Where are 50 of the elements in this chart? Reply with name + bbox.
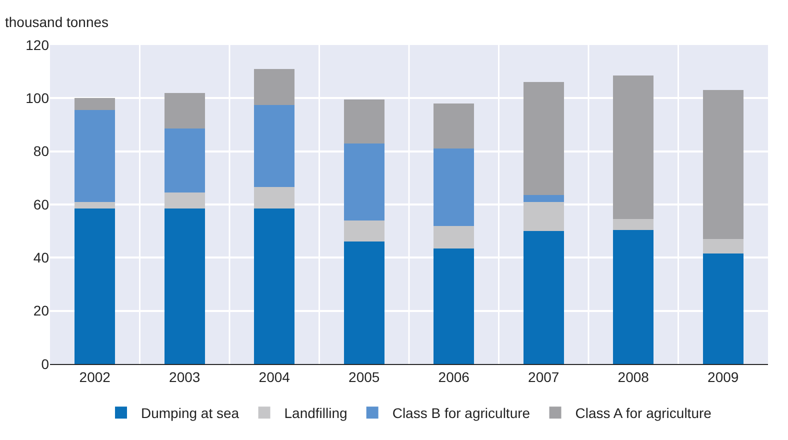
bar: [702, 254, 744, 364]
x-tick-label: 2003: [169, 368, 200, 385]
bar: [702, 90, 744, 240]
bar: [613, 219, 654, 230]
y-tick-label: 120: [26, 36, 50, 53]
bar: [613, 230, 654, 364]
legend-label: Dumping at sea: [141, 405, 240, 422]
x-tick-label: 2007: [528, 368, 560, 385]
bar: [74, 208, 116, 364]
y-tick-label: 0: [41, 356, 50, 372]
y-tick-label: 60: [33, 196, 50, 212]
bar: [702, 239, 744, 254]
bar: [164, 128, 205, 193]
x-tick-label: 2009: [708, 368, 739, 385]
bar: [254, 208, 295, 364]
x-tick-label: 2005: [348, 368, 380, 385]
y-axis-title: thousand tonnes: [5, 14, 109, 30]
legend-label: Landfilling: [284, 405, 348, 422]
bar: [613, 76, 654, 220]
bar: [74, 110, 116, 202]
bar: [523, 231, 564, 364]
bar: [344, 220, 384, 242]
bar: [254, 68, 295, 105]
bar: [74, 202, 116, 208]
bar: [523, 195, 564, 202]
y-tick-label: 40: [33, 250, 50, 266]
bar: [344, 143, 384, 220]
bar: [164, 192, 205, 208]
bar: [434, 248, 474, 364]
bar: [344, 242, 384, 364]
y-tick-label: 20: [33, 302, 50, 319]
bar: [254, 104, 295, 188]
legend-label: Class A for agriculture: [575, 405, 712, 422]
x-tick-label: 2006: [438, 368, 470, 385]
x-tick-label: 2008: [618, 368, 650, 385]
bar: [523, 82, 564, 196]
bar: [434, 103, 474, 149]
bar: [254, 187, 295, 208]
y-tick-label: 100: [26, 90, 50, 106]
bar: [434, 148, 474, 226]
bar: [434, 226, 474, 248]
x-tick-label: 2004: [258, 368, 290, 385]
bar: [523, 202, 564, 232]
bar: [164, 92, 205, 129]
bar: [164, 208, 205, 364]
y-tick-label: 80: [33, 143, 50, 160]
bar: [344, 100, 384, 144]
legend-label: Class B for agriculture: [392, 405, 530, 422]
bar: [74, 98, 116, 110]
x-tick-label: 2002: [79, 368, 111, 385]
